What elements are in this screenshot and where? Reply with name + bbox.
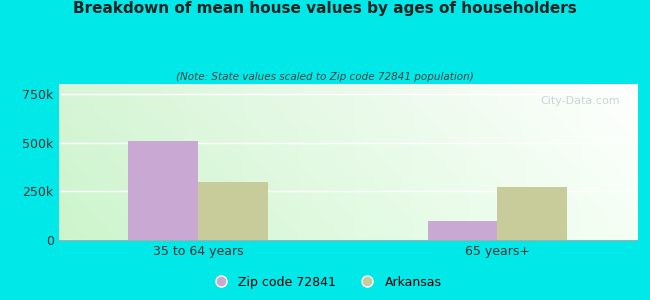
Bar [428, 220, 497, 240]
Text: (Note: State values scaled to Zip code 72841 population): (Note: State values scaled to Zip code 7… [176, 72, 474, 82]
Bar [497, 187, 567, 240]
Text: City-Data.com: City-Data.com [540, 97, 619, 106]
Bar [198, 182, 268, 240]
Legend: Zip code 72841, Arkansas: Zip code 72841, Arkansas [203, 271, 447, 294]
Text: Breakdown of mean house values by ages of householders: Breakdown of mean house values by ages o… [73, 2, 577, 16]
Bar [128, 140, 198, 240]
